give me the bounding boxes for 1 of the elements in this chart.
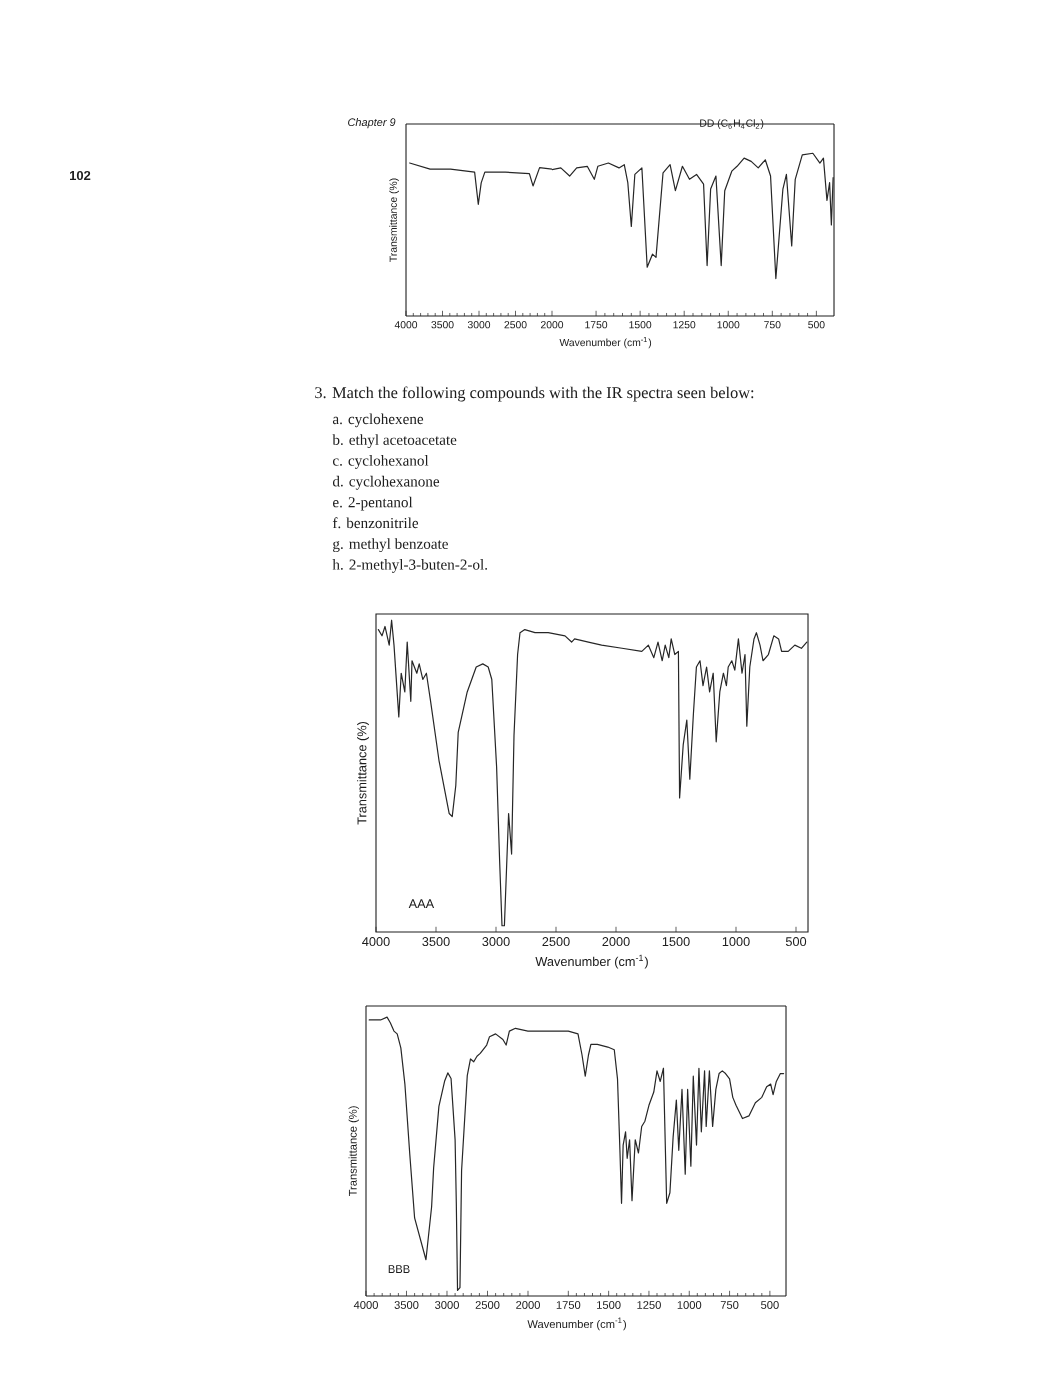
text: 3. Match the following compounds with the IR spectra seen below: — [315, 386, 754, 402]
